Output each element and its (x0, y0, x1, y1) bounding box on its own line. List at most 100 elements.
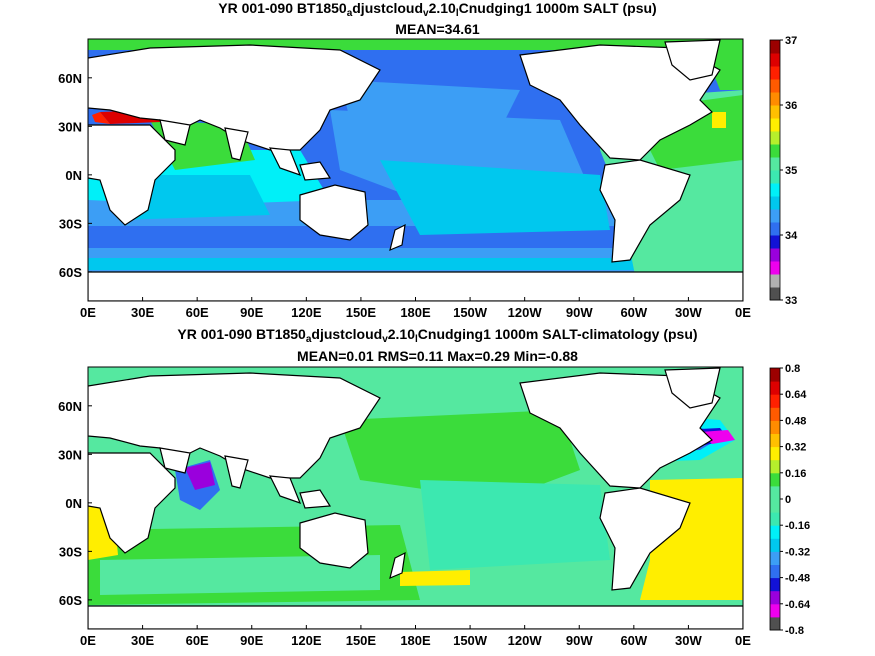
top-colorbar-label: 35 (785, 165, 797, 177)
top-chart-title: YR 001-090 BT1850adjustcloudv2.10lCnudgi… (218, 0, 657, 19)
bottom-colorbar-swatch (770, 616, 780, 631)
top-x-tick-label: 120W (508, 305, 543, 320)
bottom-x-tick-label: 150W (453, 633, 488, 648)
top-colorbar-label: 37 (785, 35, 797, 47)
top-colorbar-swatch (770, 79, 780, 93)
bottom-colorbar-swatch (770, 433, 780, 448)
top-colorbar-swatch (770, 170, 780, 184)
bottom-chart-title: YR 001-090 BT1850adjustcloudv2.10lCnudgi… (177, 326, 698, 345)
bottom-colorbar-swatch (770, 538, 780, 552)
bottom-colorbar-swatch (770, 368, 780, 382)
bottom-colorbar-swatch (770, 407, 780, 421)
top-colorbar-label: 36 (785, 100, 797, 112)
top-x-tick-label: 150W (453, 305, 488, 320)
bottom-colorbar-swatch (770, 525, 780, 539)
top-colorbar-swatch (770, 235, 780, 249)
bottom-x-tick-label: 30W (675, 633, 702, 648)
top-colorbar-swatch (770, 209, 780, 223)
top-x-tick-label: 0E (80, 305, 96, 320)
bottom-colorbar-swatch (770, 551, 780, 565)
bottom-x-tick-label: 90W (566, 633, 593, 648)
top-x-tick-label: 30E (131, 305, 154, 320)
bottom-colorbar-label: 0.8 (785, 363, 800, 375)
top-colorbar-swatch (770, 105, 780, 119)
bottom-colorbar-label: 0 (785, 494, 791, 506)
bottom-colorbar-label: 0.64 (785, 389, 807, 401)
top-colorbar-swatch (770, 92, 780, 106)
bottom-x-tick-label: 90E (240, 633, 263, 648)
top-x-tick-label: 180E (400, 305, 431, 320)
top-axes: 0E 30E 60E 90E 120E 150E 180E 150W 120W 90W 60W 30W… (58, 71, 751, 320)
bottom-colorbar-swatch (770, 499, 780, 513)
bottom-x-tick-label: 120E (291, 633, 322, 648)
bottom-y-tick-label: 0N (65, 496, 82, 511)
bottom-colorbar-swatch (770, 564, 780, 579)
top-colorbar-swatch (770, 144, 780, 158)
bottom-anomaly-map (88, 367, 743, 629)
bottom-axes: 0E 30E 60E 90E 120E 150E 180E 150W 120W 90W 60W 30W… (58, 399, 751, 648)
bottom-colorbar-swatch (770, 381, 780, 395)
bottom-colorbar-swatch (770, 512, 780, 526)
top-y-tick-label: 60S (59, 265, 82, 280)
bottom-x-tick-label: 30E (131, 633, 154, 648)
bottom-colorbar-swatch (770, 420, 780, 434)
top-colorbar-swatch (770, 274, 780, 288)
bottom-y-tick-label: 60N (58, 399, 82, 414)
top-x-tick-label: 0E (735, 305, 751, 320)
bottom-colorbar-label: 0.48 (785, 415, 806, 427)
bottom-x-tick-label: 0E (735, 633, 751, 648)
top-colorbar-swatch (770, 118, 780, 132)
bottom-colorbar-label: -0.48 (785, 573, 810, 585)
top-chart-subtitle: MEAN=34.61 (395, 21, 480, 37)
top-salinity-map (88, 39, 743, 301)
top-colorbar-swatch (770, 196, 780, 210)
top-colorbar-swatch (770, 222, 780, 236)
top-colorbar-swatch (770, 53, 780, 67)
top-colorbar-swatch (770, 131, 780, 145)
top-colorbar: 33 34 35 36 37 (769, 35, 798, 307)
top-colorbar-swatch (770, 157, 780, 171)
bottom-x-tick-label: 60W (620, 633, 647, 648)
top-x-tick-label: 90E (240, 305, 263, 320)
bottom-x-tick-label: 0E (80, 633, 96, 648)
bottom-colorbar-label: -0.64 (785, 599, 811, 611)
bottom-colorbar-swatch (770, 446, 780, 461)
bottom-colorbar-label: -0.32 (785, 546, 810, 558)
bottom-x-tick-label: 60E (186, 633, 209, 648)
bottom-colorbar-label: -0.8 (785, 625, 804, 637)
top-y-tick-label: 60N (58, 71, 82, 86)
bottom-colorbar: 0.8 0.64 0.48 0.32 0.16 0 -0.16 -0.32 -0.48 -0.64… (769, 363, 811, 637)
top-x-tick-label: 120E (291, 305, 322, 320)
bottom-colorbar-swatch (770, 472, 780, 487)
bottom-colorbar-label: -0.16 (785, 520, 810, 532)
top-y-tick-label: 30S (59, 216, 82, 231)
top-x-tick-label: 60E (186, 305, 209, 320)
bottom-colorbar-swatch (770, 459, 780, 474)
bottom-colorbar-label: 0.32 (785, 442, 806, 454)
top-colorbar-swatch (770, 183, 780, 197)
top-x-tick-label: 60W (620, 305, 647, 320)
bottom-colorbar-swatch (770, 603, 780, 618)
top-colorbar-swatch (770, 40, 780, 54)
top-y-tick-label: 0N (65, 168, 82, 183)
top-x-tick-label: 30W (675, 305, 702, 320)
top-x-tick-label: 150E (346, 305, 377, 320)
top-colorbar-swatch (770, 248, 780, 262)
bottom-colorbar-label: 0.16 (785, 468, 806, 480)
bottom-colorbar-swatch (770, 590, 780, 605)
bottom-y-tick-label: 60S (59, 593, 82, 608)
bottom-x-tick-label: 150E (346, 633, 377, 648)
top-colorbar-swatch (770, 66, 780, 80)
bottom-colorbar-swatch (770, 394, 780, 408)
top-y-tick-label: 30N (58, 119, 82, 134)
bottom-x-tick-label: 120W (508, 633, 543, 648)
top-colorbar-label: 33 (785, 295, 797, 307)
bottom-y-tick-label: 30N (58, 447, 82, 462)
bottom-chart-subtitle: MEAN=0.01 RMS=0.11 Max=0.29 Min=-0.88 (297, 348, 578, 364)
top-colorbar-label: 34 (785, 230, 798, 242)
top-x-tick-label: 90W (566, 305, 593, 320)
bottom-colorbar-swatch (770, 577, 780, 592)
bottom-x-tick-label: 180E (400, 633, 431, 648)
bottom-colorbar-swatch (770, 485, 780, 500)
